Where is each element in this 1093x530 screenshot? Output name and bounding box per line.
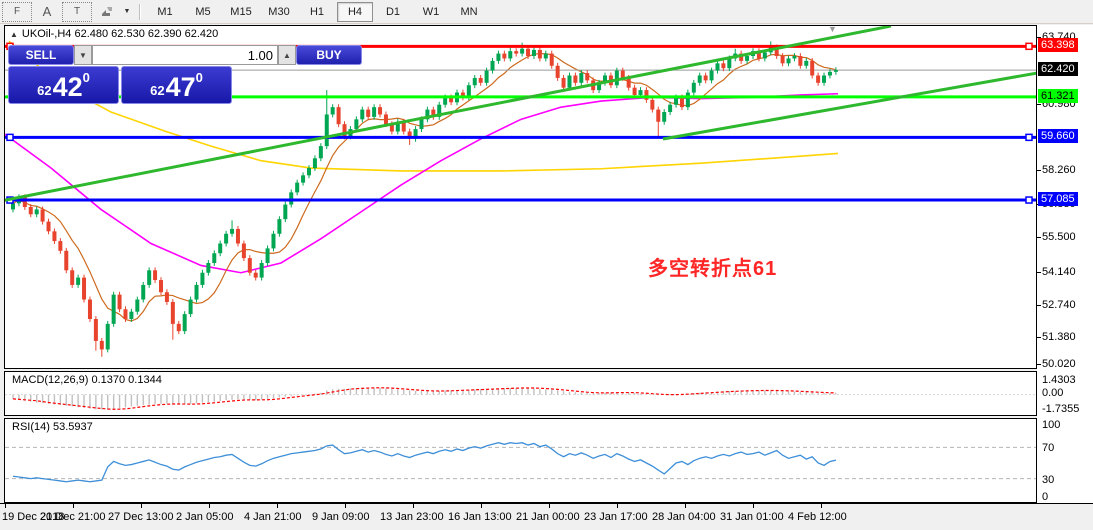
time-tick bbox=[73, 504, 74, 508]
price-axis[interactable]: 63.74060.98058.26056.88055.50054.14052.7… bbox=[1037, 25, 1093, 503]
price-tick-label: 55.500 bbox=[1037, 231, 1076, 243]
price-tick-label: 58.260 bbox=[1037, 164, 1076, 176]
fibonacci-tool-icon[interactable]: F bbox=[2, 1, 32, 22]
time-tick bbox=[549, 504, 550, 508]
text-box-tool-icon[interactable]: T bbox=[62, 1, 92, 22]
sell-price-big: 42 bbox=[52, 72, 83, 102]
indicator-scale-label: -1.7355 bbox=[1042, 403, 1080, 415]
time-tick-label: 19 Dec 2018 bbox=[2, 511, 65, 523]
indicator-scale-label: 1.4303 bbox=[1042, 374, 1076, 386]
indicator-scale-label: 30 bbox=[1042, 474, 1055, 486]
timeframe-button-m30[interactable]: M30 bbox=[268, 5, 290, 18]
indicator-scale-label: 70 bbox=[1042, 442, 1055, 454]
time-tick bbox=[821, 504, 822, 508]
arrows-glyph bbox=[102, 6, 112, 16]
price-line-badge: 57.085 bbox=[1038, 192, 1078, 207]
sell-price-sup: 0 bbox=[82, 70, 90, 85]
timeframe-button-d1[interactable]: D1 bbox=[385, 5, 401, 18]
timeframe-button-h4[interactable]: H4 bbox=[337, 1, 373, 22]
arrows-tool-icon[interactable] bbox=[96, 3, 118, 21]
time-axis[interactable]: 19 Dec 2018 21 Dec 21:00 27 Dec 13:00 2 Jan… bbox=[0, 503, 1093, 530]
indicator-scale-label: 0.00 bbox=[1042, 387, 1064, 399]
rsi-canvas bbox=[5, 442, 1036, 483]
collapse-icon[interactable]: ▲ bbox=[10, 30, 18, 39]
sell-button[interactable]: SELL bbox=[8, 45, 74, 65]
timeframe-button-m1[interactable]: M1 bbox=[157, 5, 173, 18]
price-line-badge: 59.660 bbox=[1038, 129, 1078, 144]
arrows-dropdown-icon[interactable]: ▼ bbox=[123, 8, 131, 15]
price-tick-label: 54.140 bbox=[1037, 266, 1076, 278]
rsi-label: RSI(14) 53.5937 bbox=[12, 421, 93, 433]
macd-pane[interactable]: MACD(12,26,9) 0.1370 0.1344 bbox=[4, 371, 1037, 416]
time-tick-label: 27 Dec 13:00 bbox=[108, 511, 174, 523]
timeframe-button-w1[interactable]: W1 bbox=[422, 5, 440, 18]
sell-price-small: 62 bbox=[37, 83, 52, 98]
time-tick-label: 31 Jan 01:00 bbox=[720, 511, 784, 523]
price-line-badge: 62.420 bbox=[1038, 62, 1078, 77]
time-tick bbox=[753, 504, 754, 508]
time-tick bbox=[617, 504, 618, 508]
price-tick-label: 50.020 bbox=[1037, 358, 1076, 370]
time-tick bbox=[141, 504, 142, 508]
autoscroll-marker-icon: ▼ bbox=[828, 24, 837, 34]
toolbar-separator bbox=[139, 3, 141, 20]
sell-price-display[interactable]: 62 42 0 bbox=[8, 66, 119, 104]
timeframe-group: M1 M5 M15 M30 H1 H4 D1 W1 MN bbox=[146, 1, 488, 22]
time-tick bbox=[209, 504, 210, 508]
price-tick-label: 51.380 bbox=[1037, 331, 1076, 343]
time-tick-label: 16 Jan 13:00 bbox=[448, 511, 512, 523]
volume-input[interactable] bbox=[92, 45, 278, 65]
timeframe-button-m15[interactable]: M15 bbox=[230, 5, 252, 18]
price-tick-label: 52.740 bbox=[1037, 299, 1076, 311]
time-tick-label: 4 Jan 21:00 bbox=[244, 511, 302, 523]
time-tick bbox=[5, 504, 6, 508]
symbol-quote-line: UKOil-,H4 62.480 62.530 62.390 62.420 bbox=[21, 28, 219, 40]
time-tick bbox=[685, 504, 686, 508]
time-tick bbox=[413, 504, 414, 508]
time-tick-label: 28 Jan 04:00 bbox=[652, 511, 716, 523]
indicator-scale-label: 0 bbox=[1042, 491, 1049, 503]
time-tick bbox=[481, 504, 482, 508]
text-label-tool-icon[interactable]: A bbox=[42, 4, 52, 19]
time-tick-label: 4 Feb 12:00 bbox=[788, 511, 847, 523]
buy-price-sup: 0 bbox=[195, 70, 203, 85]
price-line-badge: 63.398 bbox=[1038, 38, 1078, 53]
time-tick-label: 9 Jan 09:00 bbox=[312, 511, 370, 523]
macd-label: MACD(12,26,9) 0.1370 0.1344 bbox=[12, 374, 162, 386]
chart-annotation-text: 多空转折点61 bbox=[648, 258, 778, 280]
time-tick-label: 21 Jan 00:00 bbox=[516, 511, 580, 523]
timeframe-button-mn[interactable]: MN bbox=[460, 5, 478, 18]
time-tick-label: 23 Jan 17:00 bbox=[584, 511, 648, 523]
top-toolbar: F A T ▼ M1 M5 M15 M30 H1 H4 D1 W1 MN bbox=[0, 0, 1093, 24]
buy-price-display[interactable]: 62 47 0 bbox=[121, 66, 232, 104]
time-tick-label: 21 Dec 21:00 bbox=[40, 511, 106, 523]
chart-title: ▲ UKOil-,H4 62.480 62.530 62.390 62.420 bbox=[10, 28, 218, 40]
buy-price-big: 47 bbox=[165, 72, 196, 102]
volume-increase-button[interactable]: ▲ bbox=[278, 45, 296, 65]
indicator-scale-label: 100 bbox=[1042, 419, 1061, 431]
time-tick bbox=[345, 504, 346, 508]
time-tick-label: 13 Jan 23:00 bbox=[380, 511, 444, 523]
timeframe-button-m5[interactable]: M5 bbox=[195, 5, 211, 18]
macd-canvas bbox=[5, 387, 1036, 410]
time-tick bbox=[277, 504, 278, 508]
buy-price-small: 62 bbox=[150, 83, 165, 98]
time-tick-label: 2 Jan 05:00 bbox=[176, 511, 234, 523]
volume-decrease-button[interactable]: ▼ bbox=[74, 45, 92, 65]
buy-button[interactable]: BUY bbox=[296, 45, 362, 65]
timeframe-button-h1[interactable]: H1 bbox=[309, 5, 325, 18]
price-line-badge: 61.321 bbox=[1038, 88, 1078, 103]
rsi-pane[interactable]: RSI(14) 53.5937 bbox=[4, 418, 1037, 503]
